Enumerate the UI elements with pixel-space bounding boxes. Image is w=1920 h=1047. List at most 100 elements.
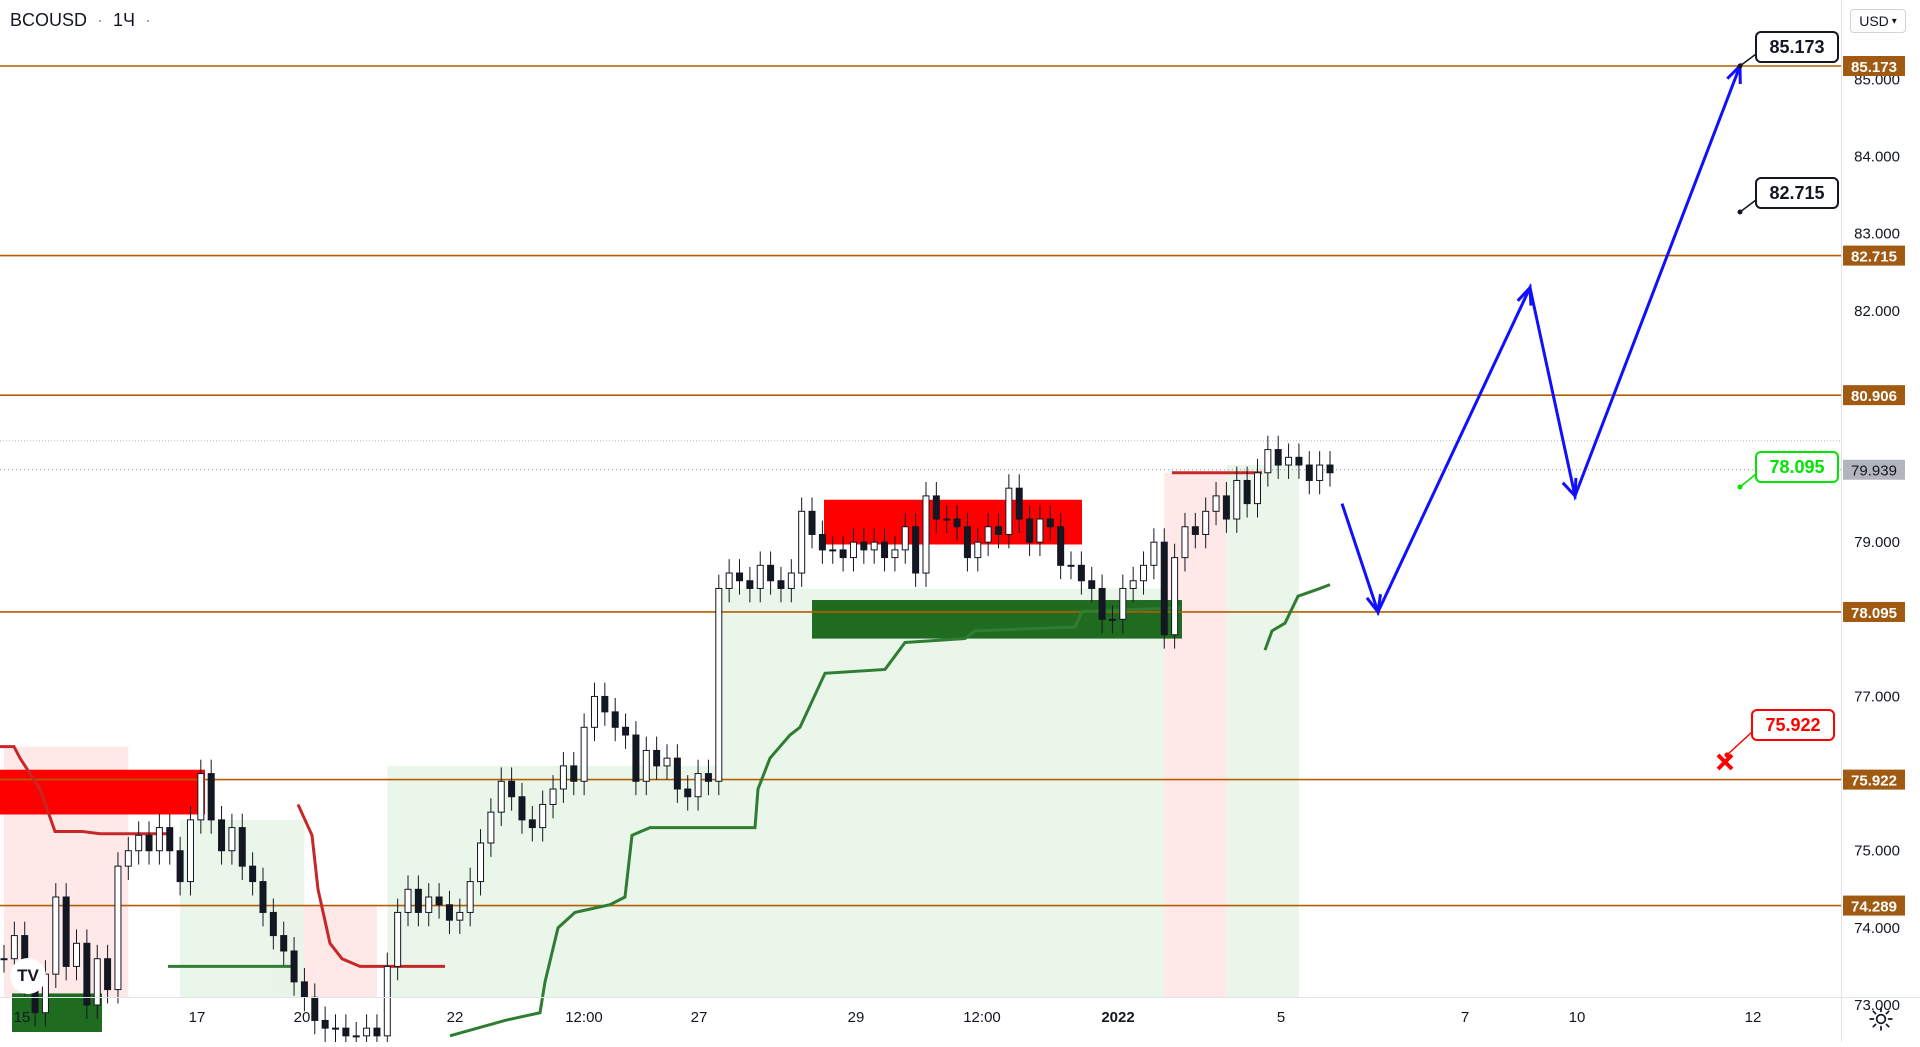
candle-body (290, 950, 298, 983)
callout-box (1755, 451, 1839, 483)
candle-body (1181, 526, 1189, 559)
candle-body (767, 564, 775, 582)
candle-body (1077, 564, 1085, 582)
candle-body (943, 518, 951, 521)
callout-pointer (1726, 731, 1753, 756)
candle-body (332, 1027, 339, 1030)
candle-body (300, 981, 308, 998)
callout-box (1755, 31, 1839, 63)
separator-dot: · (97, 10, 104, 30)
candle-body (363, 1027, 371, 1037)
chevron-down-icon: ▾ (1891, 15, 1897, 27)
price-scale-border (1841, 0, 1842, 1042)
candle-body (1067, 564, 1075, 567)
candle-body (1098, 587, 1106, 620)
x-tick-label: 29 (848, 1009, 865, 1026)
candle-body (632, 734, 640, 782)
level-price-label-bg (1843, 56, 1905, 76)
candle-body (653, 749, 661, 767)
candle-body (176, 850, 184, 883)
callout-label: 75.922 (1765, 715, 1820, 735)
x-tick-label: 22 (447, 1009, 464, 1026)
symbol-name[interactable]: BCOUSD (10, 10, 88, 30)
candle-body (601, 695, 609, 713)
y-tick-label: 83.000 (1854, 226, 1900, 243)
callout-label: 85.173 (1769, 37, 1824, 57)
last-price-label-bg (1843, 459, 1905, 480)
currency-button[interactable]: USD ▾ (1850, 9, 1906, 33)
candle-body (694, 773, 702, 798)
candle-body (684, 788, 692, 798)
candle-body (808, 510, 816, 535)
level-price-label-bg (1843, 601, 1905, 622)
candle-body (1015, 487, 1023, 520)
x-tick-label: 20 (294, 1009, 311, 1026)
arrow-head (1365, 593, 1382, 616)
level-price-label-bg (1843, 385, 1905, 406)
candle-body (508, 780, 516, 798)
candle-body (849, 541, 857, 559)
candle-body (1305, 464, 1313, 481)
x-tick-label: 10 (1569, 1009, 1586, 1026)
level-price-label: 85.173 (1851, 59, 1897, 76)
candle-body (104, 958, 112, 991)
candle-body (1140, 564, 1148, 582)
level-price-label: 74.289 (1851, 899, 1897, 916)
candle-body (870, 541, 878, 551)
arrow-head (1561, 477, 1578, 500)
candle-body (518, 796, 526, 821)
stop-region (1164, 472, 1227, 997)
stop-x-icon (1716, 753, 1734, 771)
callout-pointer (1739, 199, 1757, 213)
candle-body (1212, 495, 1220, 512)
candle-body (715, 587, 723, 782)
candle-body (404, 888, 412, 913)
gear-icon[interactable] (1868, 1006, 1894, 1032)
demand-zone (812, 600, 1182, 639)
tradingview-logo[interactable]: TV (10, 958, 46, 994)
x-tick-label: 12:00 (963, 1009, 1001, 1026)
candle-body (549, 788, 557, 805)
interval-label[interactable]: 1Ч (113, 10, 136, 30)
x-tick-label: 7 (1461, 1009, 1469, 1026)
symbol-header[interactable]: BCOUSD · 1Ч · (10, 10, 151, 31)
callout-anchor (1737, 209, 1743, 215)
callout-pointer (1739, 473, 1757, 488)
candle-body (1150, 541, 1158, 566)
candle-body (93, 958, 101, 1006)
candle-body (725, 572, 733, 589)
currency-label: USD (1859, 13, 1889, 29)
candle-body (186, 819, 194, 883)
candle-body (124, 850, 132, 867)
candle-body (963, 526, 971, 559)
callout-label: 82.715 (1769, 183, 1824, 203)
candle-body (777, 580, 785, 589)
candle-body (829, 549, 837, 552)
candle-body (342, 1027, 350, 1037)
candle-body (611, 711, 619, 728)
candle-body (787, 572, 795, 589)
candle-body (736, 572, 744, 582)
stop-line (0, 745, 170, 836)
candle-body (818, 533, 826, 551)
candle-body (1108, 618, 1116, 621)
candle-body (1222, 495, 1230, 520)
candle-body (1036, 518, 1044, 543)
candle-body (238, 827, 246, 867)
y-tick-label: 74.000 (1854, 920, 1900, 937)
candle-body (984, 526, 992, 543)
callout-anchor (1737, 63, 1743, 69)
candle-body (207, 773, 215, 821)
candle-body (456, 911, 464, 921)
candle-body (798, 510, 806, 574)
callout-anchor (1737, 484, 1743, 490)
level-price-label-bg (1843, 245, 1905, 266)
candle-body (0, 958, 8, 961)
candle-body (259, 881, 267, 913)
candle-body (860, 541, 868, 551)
candle-body (1005, 487, 1013, 535)
level-price-label: 80.906 (1851, 388, 1897, 405)
time-scale-border (0, 997, 1920, 998)
